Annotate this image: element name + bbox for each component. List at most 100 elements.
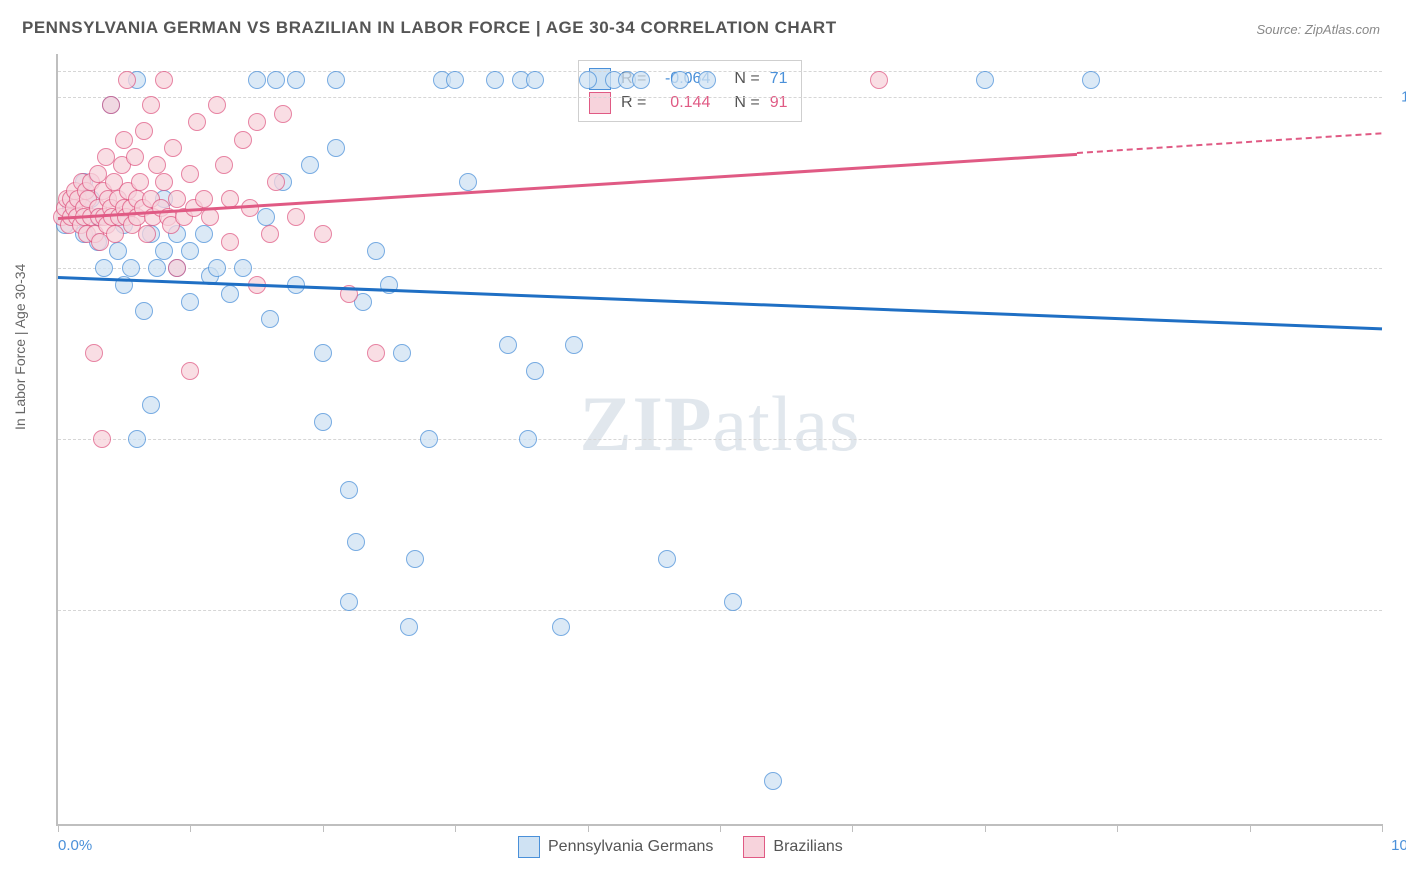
- x-tick: [588, 824, 589, 832]
- scatter-point: [106, 225, 124, 243]
- scatter-point: [367, 242, 385, 260]
- x-tick: [190, 824, 191, 832]
- scatter-point: [248, 71, 266, 89]
- scatter-point: [632, 71, 650, 89]
- scatter-point: [870, 71, 888, 89]
- scatter-point: [287, 71, 305, 89]
- legend-r-value: 0.144: [656, 91, 710, 115]
- series-legend: Pennsylvania Germans Brazilians: [518, 836, 843, 858]
- scatter-point: [499, 336, 517, 354]
- x-tick: [852, 824, 853, 832]
- y-tick-label: 80.0%: [1392, 259, 1406, 276]
- scatter-point: [459, 173, 477, 191]
- scatter-point: [526, 71, 544, 89]
- scatter-point: [526, 362, 544, 380]
- x-tick: [985, 824, 986, 832]
- scatter-point: [102, 96, 120, 114]
- scatter-point: [552, 618, 570, 636]
- scatter-point: [976, 71, 994, 89]
- scatter-point: [234, 259, 252, 277]
- scatter-point: [208, 96, 226, 114]
- y-tick-label: 60.0%: [1392, 431, 1406, 448]
- scatter-point: [168, 259, 186, 277]
- x-tick: [720, 824, 721, 832]
- scatter-point: [135, 302, 153, 320]
- y-tick-label: 40.0%: [1392, 602, 1406, 619]
- regression-line: [1077, 133, 1382, 155]
- scatter-point: [115, 131, 133, 149]
- scatter-point: [118, 71, 136, 89]
- scatter-point: [1082, 71, 1100, 89]
- scatter-point: [406, 550, 424, 568]
- scatter-point: [314, 225, 332, 243]
- x-tick-label: 100.0%: [1391, 837, 1406, 854]
- scatter-point: [155, 242, 173, 260]
- legend-swatch: [518, 836, 540, 858]
- scatter-point: [327, 71, 345, 89]
- legend-n-label: N =: [734, 91, 759, 115]
- scatter-point: [340, 481, 358, 499]
- watermark-bold: ZIP: [580, 380, 713, 467]
- scatter-point: [261, 310, 279, 328]
- legend-r-label: R =: [621, 91, 646, 115]
- scatter-point: [85, 344, 103, 362]
- scatter-point: [764, 772, 782, 790]
- x-tick: [1117, 824, 1118, 832]
- scatter-point: [181, 362, 199, 380]
- gridline-h: [58, 97, 1382, 98]
- scatter-point: [248, 113, 266, 131]
- scatter-point: [671, 71, 689, 89]
- scatter-point: [109, 242, 127, 260]
- scatter-point: [267, 71, 285, 89]
- x-tick: [323, 824, 324, 832]
- scatter-point: [181, 242, 199, 260]
- scatter-point: [241, 199, 259, 217]
- regression-line: [58, 152, 1078, 219]
- scatter-point: [327, 139, 345, 157]
- regression-line: [58, 276, 1382, 330]
- legend-label: Pennsylvania Germans: [548, 838, 713, 856]
- scatter-point: [519, 430, 537, 448]
- x-tick: [455, 824, 456, 832]
- legend-n-value: 91: [770, 91, 788, 115]
- scatter-point: [155, 71, 173, 89]
- scatter-point: [181, 165, 199, 183]
- scatter-point: [267, 173, 285, 191]
- scatter-point: [122, 259, 140, 277]
- scatter-point: [565, 336, 583, 354]
- x-tick: [1250, 824, 1251, 832]
- gridline-h: [58, 268, 1382, 269]
- scatter-point: [301, 156, 319, 174]
- scatter-point: [393, 344, 411, 362]
- scatter-point: [234, 131, 252, 149]
- scatter-point: [658, 550, 676, 568]
- watermark-light: atlas: [713, 380, 861, 467]
- scatter-point: [274, 105, 292, 123]
- x-tick: [1382, 824, 1383, 832]
- y-tick-label: 100.0%: [1392, 88, 1406, 105]
- scatter-point: [287, 208, 305, 226]
- scatter-point: [221, 233, 239, 251]
- chart-plot-area: ZIPatlas R =-0.064N =71R =0.144N =91 Pen…: [56, 54, 1382, 826]
- scatter-point: [135, 122, 153, 140]
- scatter-point: [215, 156, 233, 174]
- scatter-point: [131, 173, 149, 191]
- scatter-point: [400, 618, 418, 636]
- scatter-point: [314, 344, 332, 362]
- y-axis-label: In Labor Force | Age 30-34: [12, 264, 28, 430]
- legend-swatch: [589, 92, 611, 114]
- scatter-point: [208, 259, 226, 277]
- scatter-point: [168, 190, 186, 208]
- scatter-point: [698, 71, 716, 89]
- x-tick: [58, 824, 59, 832]
- scatter-point: [221, 285, 239, 303]
- scatter-point: [142, 96, 160, 114]
- legend-row: R = 0.144 N = 91: [589, 91, 787, 115]
- scatter-point: [95, 259, 113, 277]
- legend-label: Brazilians: [773, 838, 842, 856]
- scatter-point: [367, 344, 385, 362]
- correlation-legend: R =-0.064N =71R =0.144N =91: [578, 60, 802, 122]
- scatter-point: [188, 113, 206, 131]
- scatter-point: [340, 593, 358, 611]
- scatter-point: [128, 430, 146, 448]
